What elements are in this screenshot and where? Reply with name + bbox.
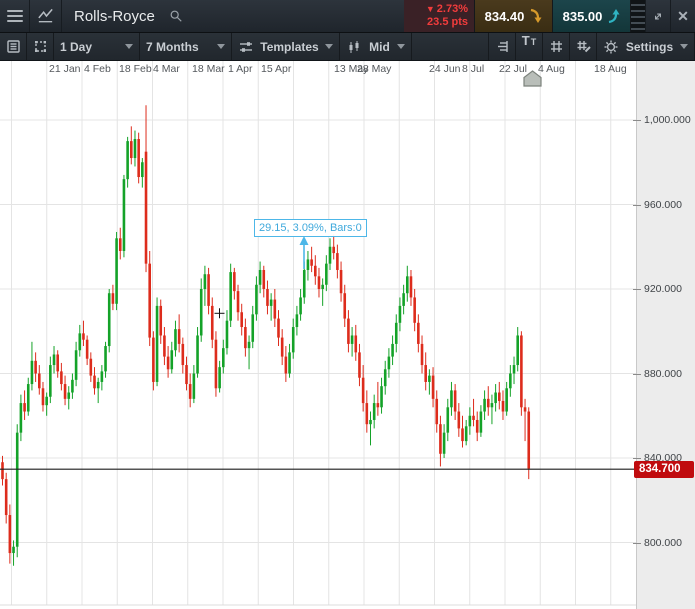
x-axis-label: 21 Jan (49, 63, 81, 75)
y-axis-tick (633, 289, 641, 290)
annotations-icon[interactable] (570, 33, 597, 60)
x-axis: 21 Jan 4 Feb 18 Feb 4 Mar 18 Mar 1 Apr 15 Apr 1… (0, 61, 636, 76)
settings-label: Settings (625, 39, 674, 54)
change-percent: 2.73% (436, 3, 468, 16)
chevron-down-icon (125, 44, 133, 49)
range-dropdown[interactable]: 7 Months (140, 33, 232, 60)
titlebar: Rolls-Royce ▼ 2.73% 23.5 pts 834.40 835.0… (0, 0, 695, 33)
buy-arrow-icon (609, 9, 620, 24)
x-axis-label: 18 Feb (119, 63, 152, 75)
y-axis-tick (633, 542, 641, 544)
y-axis-label: 920.000 (644, 283, 682, 295)
current-price-tag: 834.700 (634, 460, 694, 478)
chevron-down-icon (325, 44, 333, 49)
buy-price: 835.00 (562, 8, 603, 24)
x-axis-label: 4 Aug (538, 63, 565, 75)
y-axis-tick (633, 458, 641, 459)
toolbar-spacer (412, 33, 489, 60)
search-icon[interactable] (163, 0, 189, 32)
chevron-down-icon (680, 44, 688, 49)
interval-value: 1 Day (60, 39, 93, 54)
templates-dropdown[interactable]: Templates (232, 33, 340, 60)
daily-change: ▼ 2.73% 23.5 pts (404, 0, 474, 32)
interval-dropdown[interactable]: 1 Day (54, 33, 140, 60)
buy-button[interactable]: 835.00 (552, 0, 630, 32)
hamburger-menu-icon[interactable] (0, 0, 30, 32)
y-axis[interactable]: 834.700 1,000.000 960.000 920.000 880.000 84… (633, 61, 695, 609)
templates-label: Templates (260, 39, 319, 54)
candlestick-icon (349, 40, 359, 53)
x-axis-label: 24 Jun (429, 63, 461, 75)
change-points: 23.5 pts (427, 16, 468, 28)
sell-price: 834.40 (484, 8, 525, 24)
sliders-icon (240, 41, 252, 52)
settings-dropdown[interactable]: Settings (597, 33, 695, 60)
legend-panel-icon[interactable] (0, 33, 27, 60)
expand-icon[interactable] (645, 0, 670, 32)
grid-icon[interactable] (543, 33, 570, 60)
y-axis-label: 800.000 (644, 536, 682, 549)
price-scale-icon[interactable] (489, 33, 516, 60)
chevron-down-icon (396, 44, 405, 49)
chart-type-icon[interactable] (30, 0, 62, 32)
price-type-value: Mid (369, 39, 390, 54)
x-axis-label: 4 Feb (84, 63, 111, 75)
price-type-dropdown[interactable]: Mid (340, 33, 412, 60)
quote-panel-handle[interactable] (630, 0, 645, 32)
chart-area[interactable]: 21 Jan 4 Feb 18 Feb 4 Mar 18 Mar 1 Apr 15 Apr 1… (0, 61, 695, 609)
y-axis-label: 880.000 (644, 367, 682, 380)
y-axis-label: 960.000 (644, 198, 682, 211)
x-axis-label: 15 Apr (261, 63, 292, 75)
event-marker[interactable] (523, 70, 542, 87)
x-axis-label: 13 May (334, 63, 369, 75)
x-axis-label: 4 Mar (153, 63, 180, 75)
sell-button[interactable]: 834.40 (474, 0, 552, 32)
x-axis-label: 8 Jul (462, 63, 485, 75)
chevron-down-icon (217, 44, 225, 49)
range-value: 7 Months (146, 39, 199, 54)
chart-toolbar: 1 Day 7 Months Templates Mid (0, 33, 695, 61)
y-axis-label: 1,000.000 (644, 114, 691, 126)
instrument-title: Rolls-Royce (74, 7, 155, 25)
x-axis-label: 1 Apr (228, 63, 253, 75)
y-axis-tick (633, 373, 641, 375)
candlestick-chart (0, 61, 636, 606)
gear-icon (604, 40, 618, 53)
y-axis-tick (633, 120, 641, 121)
selection-box-icon[interactable] (27, 33, 54, 60)
candles-layer (1, 105, 531, 566)
y-axis-tick (633, 204, 641, 206)
x-axis-label: 18 Mar (192, 63, 225, 75)
sell-arrow-icon (531, 8, 542, 23)
close-icon[interactable]: ✕ (670, 0, 695, 32)
x-axis-label: 28 May (357, 63, 392, 75)
measure-tooltip: 29.15, 3.09%, Bars:0 (254, 219, 367, 237)
down-triangle-icon: ▼ (425, 4, 435, 15)
x-axis-label: 22 Jul (499, 63, 528, 75)
titlebar-spacer (189, 0, 404, 32)
x-axis-label: 18 Aug (594, 63, 627, 75)
